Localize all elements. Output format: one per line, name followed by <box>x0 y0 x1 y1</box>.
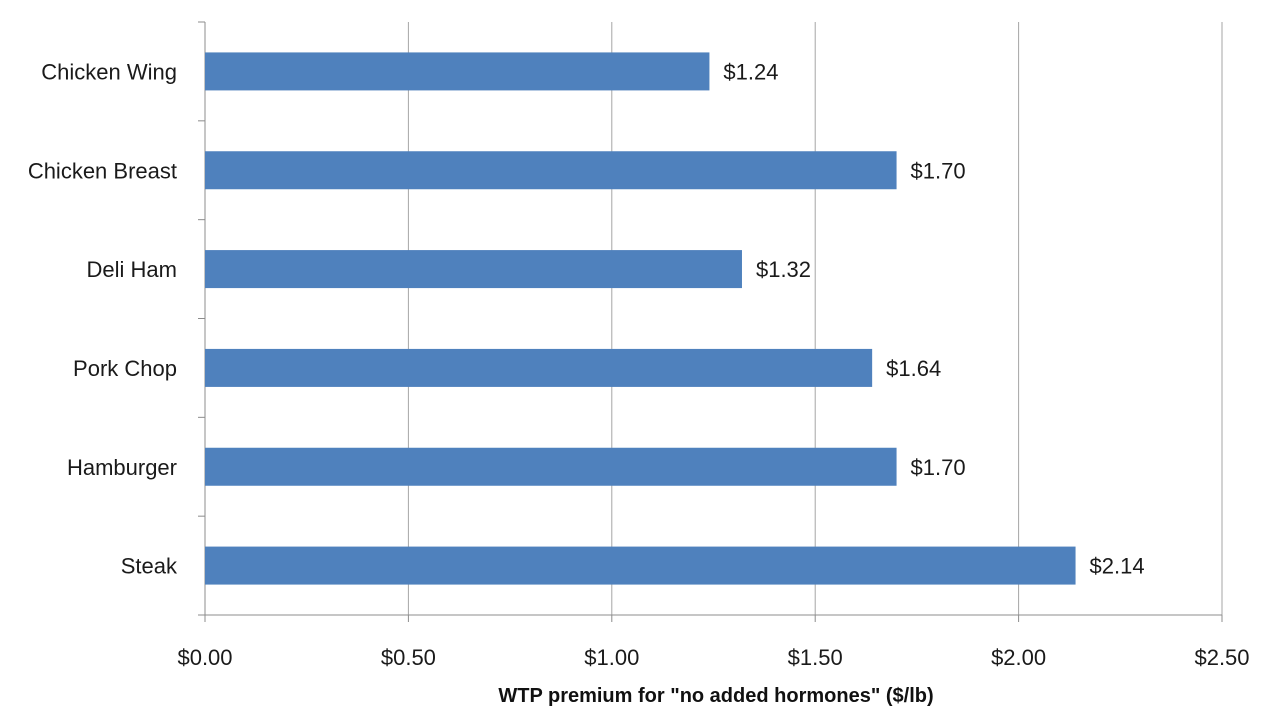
category-label: Steak <box>121 554 178 579</box>
bar <box>205 447 897 486</box>
category-label: Pork Chop <box>73 356 177 381</box>
grid-lines <box>407 22 1223 615</box>
x-tick-label: $2.00 <box>991 645 1046 670</box>
bar <box>205 250 742 289</box>
category-label: Deli Ham <box>87 257 177 282</box>
bar <box>205 151 897 190</box>
data-label: $1.32 <box>756 257 811 282</box>
axes <box>198 21 1223 622</box>
data-label: $1.70 <box>911 158 966 183</box>
category-label: Chicken Wing <box>41 59 177 84</box>
bars <box>205 52 1076 585</box>
x-tick-label: $1.50 <box>788 645 843 670</box>
labels: $0.00 $0.50 $1.00 $1.50 $2.00 $2.50 Chicken Wi… <box>28 59 1250 670</box>
x-tick-label: $2.50 <box>1194 645 1249 670</box>
x-tick-label: $0.50 <box>381 645 436 670</box>
bar <box>205 546 1076 585</box>
data-label: $1.24 <box>723 59 778 84</box>
x-axis-title: WTP premium for "no added hormones" ($/l… <box>498 685 933 707</box>
category-label: Hamburger <box>67 455 177 480</box>
data-label: $1.64 <box>886 356 941 381</box>
data-label: $1.70 <box>911 455 966 480</box>
x-tick-label: $1.00 <box>584 645 639 670</box>
bar <box>205 348 873 387</box>
category-label: Chicken Breast <box>28 158 177 183</box>
bar <box>205 52 710 91</box>
data-label: $2.14 <box>1090 554 1145 579</box>
x-tick-label: $0.00 <box>177 645 232 670</box>
